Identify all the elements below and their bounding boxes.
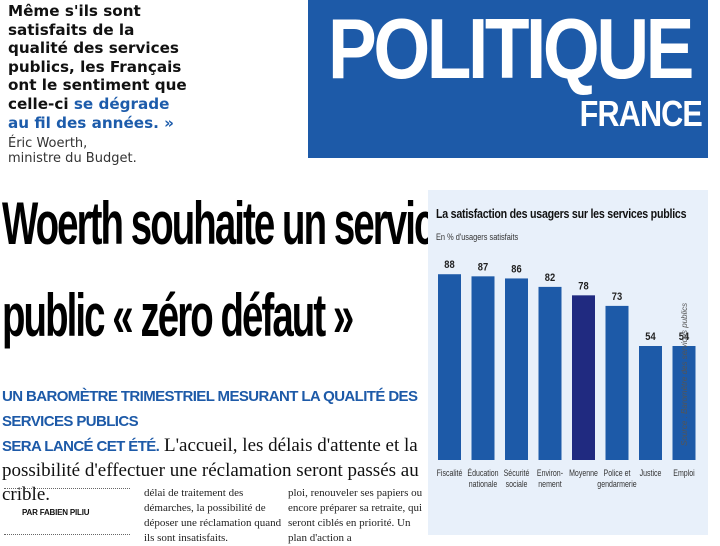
chart-value-label: 54 bbox=[679, 331, 690, 343]
chart-value-label: 87 bbox=[478, 262, 489, 274]
chart-value-label: 86 bbox=[511, 264, 522, 276]
quote-line: celle-ci se dégrade bbox=[8, 95, 308, 114]
banner-subtitle: FRANCE bbox=[579, 93, 703, 134]
chart-bar bbox=[471, 276, 495, 460]
byline: PAR FABIEN PILIU bbox=[22, 508, 90, 517]
chart-category-label: nationale bbox=[469, 479, 498, 489]
chart-bar bbox=[639, 346, 662, 460]
chart-category-label: Fiscalité bbox=[437, 468, 463, 478]
byline-divider bbox=[4, 488, 130, 489]
chart-bar bbox=[572, 295, 595, 460]
quote-block: Même s'ils sont satisfaits de la qualité… bbox=[8, 2, 308, 132]
chart-bar bbox=[438, 274, 461, 460]
byline-divider bbox=[4, 534, 130, 535]
chart-value-label: 82 bbox=[545, 272, 556, 284]
chart-subtitle: En % d'usagers satisfaits bbox=[436, 232, 519, 242]
quote-line: ont le sentiment que bbox=[8, 76, 187, 95]
chart-category-label: Éducation bbox=[467, 468, 498, 478]
chart-value-label: 78 bbox=[578, 281, 589, 293]
chart-bar bbox=[605, 305, 629, 460]
politique-france-banner: POLITIQUE FRANCE bbox=[308, 0, 708, 158]
chart-category-label: Emploi bbox=[673, 468, 695, 478]
banner-title: POLITIQUE bbox=[328, 2, 694, 97]
quote-author-role: ministre du Budget. bbox=[8, 151, 137, 166]
headline-line-1: Woerth souhaite un service bbox=[2, 190, 455, 257]
chart-category-label: nement bbox=[538, 479, 562, 489]
headline-line-2: public « zéro défaut » bbox=[2, 282, 354, 349]
chart-category-label: Justice bbox=[640, 468, 662, 478]
chart-category-label: Police et bbox=[604, 468, 632, 478]
quote-author: Éric Woerth, ministre du Budget. bbox=[8, 136, 137, 166]
chart-bar bbox=[505, 278, 528, 460]
chart-source-text: Source : Baromètre des services publics bbox=[680, 302, 689, 446]
quote-line: qualité des services bbox=[8, 39, 179, 58]
quote-line: publics, les Français bbox=[8, 57, 182, 76]
lead-paragraph: UN BAROMÈTRE TRIMESTRIEL MESURANT LA QUA… bbox=[2, 384, 422, 507]
chart-category-label: Moyenne bbox=[569, 468, 598, 478]
quote-line-highlight: au fil des années. » bbox=[8, 113, 174, 132]
chart-value-label: 88 bbox=[444, 260, 455, 272]
article-column-1: délai de traitement des démarches, la po… bbox=[144, 487, 282, 544]
quote-line: Même s'ils sont bbox=[8, 2, 141, 20]
quote-line-plain: celle-ci bbox=[8, 94, 74, 113]
chart-bar bbox=[538, 286, 562, 460]
article-column-2: ploi, renouveler ses papiers ou encore p… bbox=[288, 487, 423, 544]
quote-highlight: se dégrade bbox=[73, 94, 170, 113]
lead-caps-line-2: SERA LANCÉ CET ÉTÉ. bbox=[2, 438, 160, 455]
chart-value-label: 73 bbox=[612, 291, 623, 303]
chart-category-label: gendarmerie bbox=[597, 479, 637, 489]
chart-category-label: Sécurité bbox=[504, 468, 530, 478]
quote-line: satisfaits de la bbox=[8, 20, 135, 39]
satisfaction-chart: La satisfaction des usagers sur les serv… bbox=[428, 190, 708, 535]
lead-caps-line-1: UN BAROMÈTRE TRIMESTRIEL MESURANT LA QUA… bbox=[2, 388, 418, 430]
quote-author-name: Éric Woerth, bbox=[8, 136, 88, 151]
lead-text: L'accueil, les délais d'attente et la po… bbox=[2, 435, 419, 505]
chart-title: La satisfaction des usagers sur les serv… bbox=[436, 206, 687, 221]
chart-bar bbox=[672, 346, 696, 460]
chart-category-label: sociale bbox=[506, 479, 528, 489]
chart-value-label: 54 bbox=[645, 331, 656, 343]
chart-category-label: Environ- bbox=[537, 468, 563, 478]
